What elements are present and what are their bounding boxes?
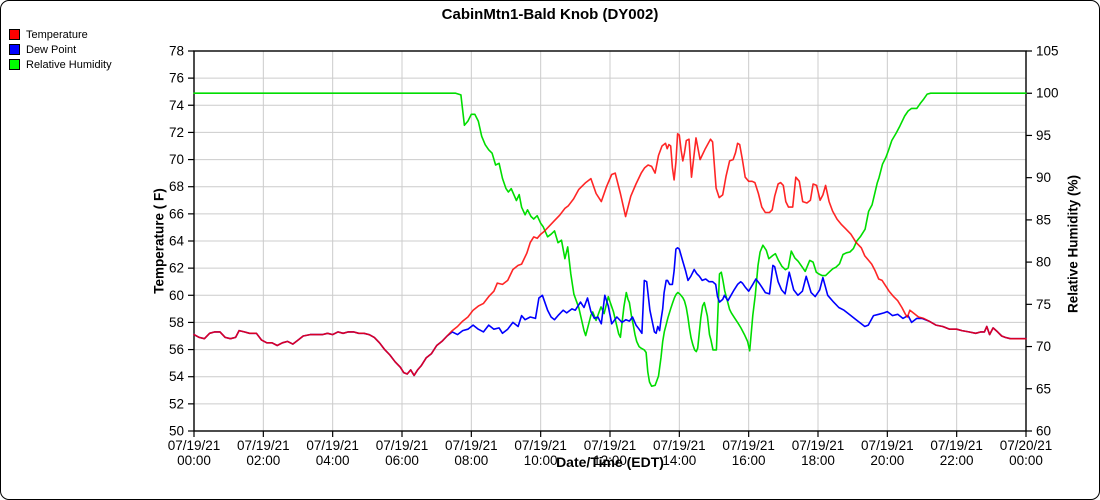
y-tick-label-left: 54 bbox=[169, 369, 185, 384]
x-tick-date-label: 07/19/21 bbox=[722, 438, 775, 453]
y-tick-label-right: 70 bbox=[1036, 339, 1051, 354]
y-tick-label-left: 74 bbox=[169, 98, 185, 113]
legend-label-relative-humidity: Relative Humidity bbox=[26, 58, 112, 71]
x-tick-time-label: 16:00 bbox=[732, 453, 766, 468]
x-tick-time-label: 22:00 bbox=[940, 453, 974, 468]
y-tick-label-right: 95 bbox=[1036, 128, 1051, 143]
x-tick-time-label: 08:00 bbox=[454, 453, 488, 468]
y-tick-label-left: 68 bbox=[169, 179, 184, 194]
x-tick-time-label: 14:00 bbox=[662, 453, 696, 468]
y-tick-label-left: 78 bbox=[169, 44, 184, 59]
y-tick-label-left: 58 bbox=[169, 315, 184, 330]
dew-point-swatch-icon bbox=[9, 44, 20, 55]
x-tick-date-label: 07/19/21 bbox=[168, 438, 221, 453]
legend-item-relative-humidity: Relative Humidity bbox=[9, 57, 112, 72]
y-tick-label-left: 66 bbox=[169, 206, 184, 221]
x-tick-time-label: 06:00 bbox=[385, 453, 419, 468]
x-tick-time-label: 10:00 bbox=[524, 453, 558, 468]
x-tick-date-label: 07/19/21 bbox=[861, 438, 914, 453]
y-tick-label-left: 72 bbox=[169, 125, 184, 140]
x-tick-date-label: 07/19/21 bbox=[930, 438, 983, 453]
y-tick-label-right: 80 bbox=[1036, 255, 1051, 270]
x-tick-time-label: 20:00 bbox=[870, 453, 904, 468]
x-tick-time-label: 18:00 bbox=[801, 453, 835, 468]
y-tick-label-left: 76 bbox=[169, 71, 184, 86]
y-tick-label-right: 60 bbox=[1036, 424, 1051, 439]
legend-label-temperature: Temperature bbox=[26, 28, 88, 41]
y-tick-label-left: 50 bbox=[169, 424, 184, 439]
x-tick-date-label: 07/20/21 bbox=[1000, 438, 1053, 453]
x-tick-date-label: 07/19/21 bbox=[653, 438, 706, 453]
y-tick-label-left: 62 bbox=[169, 261, 184, 276]
x-tick-time-label: 04:00 bbox=[316, 453, 350, 468]
y-tick-label-left: 52 bbox=[169, 396, 184, 411]
relative-humidity-swatch-icon bbox=[9, 59, 20, 70]
y-tick-label-right: 105 bbox=[1036, 44, 1059, 59]
legend: Temperature Dew Point Relative Humidity bbox=[9, 27, 112, 72]
y-tick-label-right: 65 bbox=[1036, 381, 1051, 396]
x-tick-date-label: 07/19/21 bbox=[237, 438, 290, 453]
relative-humidity-line bbox=[193, 92, 1027, 388]
y-tick-label-left: 64 bbox=[169, 234, 185, 249]
x-tick-time-label: 00:00 bbox=[177, 453, 211, 468]
chart-title: CabinMtn1-Bald Knob (DY002) bbox=[441, 6, 659, 23]
x-tick-date-label: 07/19/21 bbox=[376, 438, 429, 453]
x-tick-date-label: 07/19/21 bbox=[584, 438, 637, 453]
temperature-swatch-icon bbox=[9, 29, 20, 40]
temperature-line bbox=[193, 133, 1027, 377]
x-tick-time-label: 02:00 bbox=[246, 453, 280, 468]
y-tick-label-right: 100 bbox=[1036, 86, 1059, 101]
y-tick-label-left: 56 bbox=[169, 342, 184, 357]
x-tick-time-label: 12:00 bbox=[593, 453, 627, 468]
y-tick-label-left: 70 bbox=[169, 152, 184, 167]
x-tick-date-label: 07/19/21 bbox=[792, 438, 845, 453]
legend-label-dew-point: Dew Point bbox=[26, 43, 77, 56]
x-tick-date-label: 07/19/21 bbox=[445, 438, 498, 453]
legend-item-dew-point: Dew Point bbox=[9, 42, 112, 57]
x-tick-date-label: 07/19/21 bbox=[306, 438, 359, 453]
y-tick-label-right: 90 bbox=[1036, 170, 1051, 185]
y-tick-label-left: 60 bbox=[169, 288, 184, 303]
x-tick-date-label: 07/19/21 bbox=[514, 438, 567, 453]
x-axis-title: Date/Time (EDT) bbox=[556, 454, 664, 470]
x-tick-time-label: 00:00 bbox=[1009, 453, 1043, 468]
y-tick-label-right: 85 bbox=[1036, 212, 1051, 227]
y-tick-label-right: 75 bbox=[1036, 297, 1051, 312]
legend-item-temperature: Temperature bbox=[9, 27, 112, 42]
